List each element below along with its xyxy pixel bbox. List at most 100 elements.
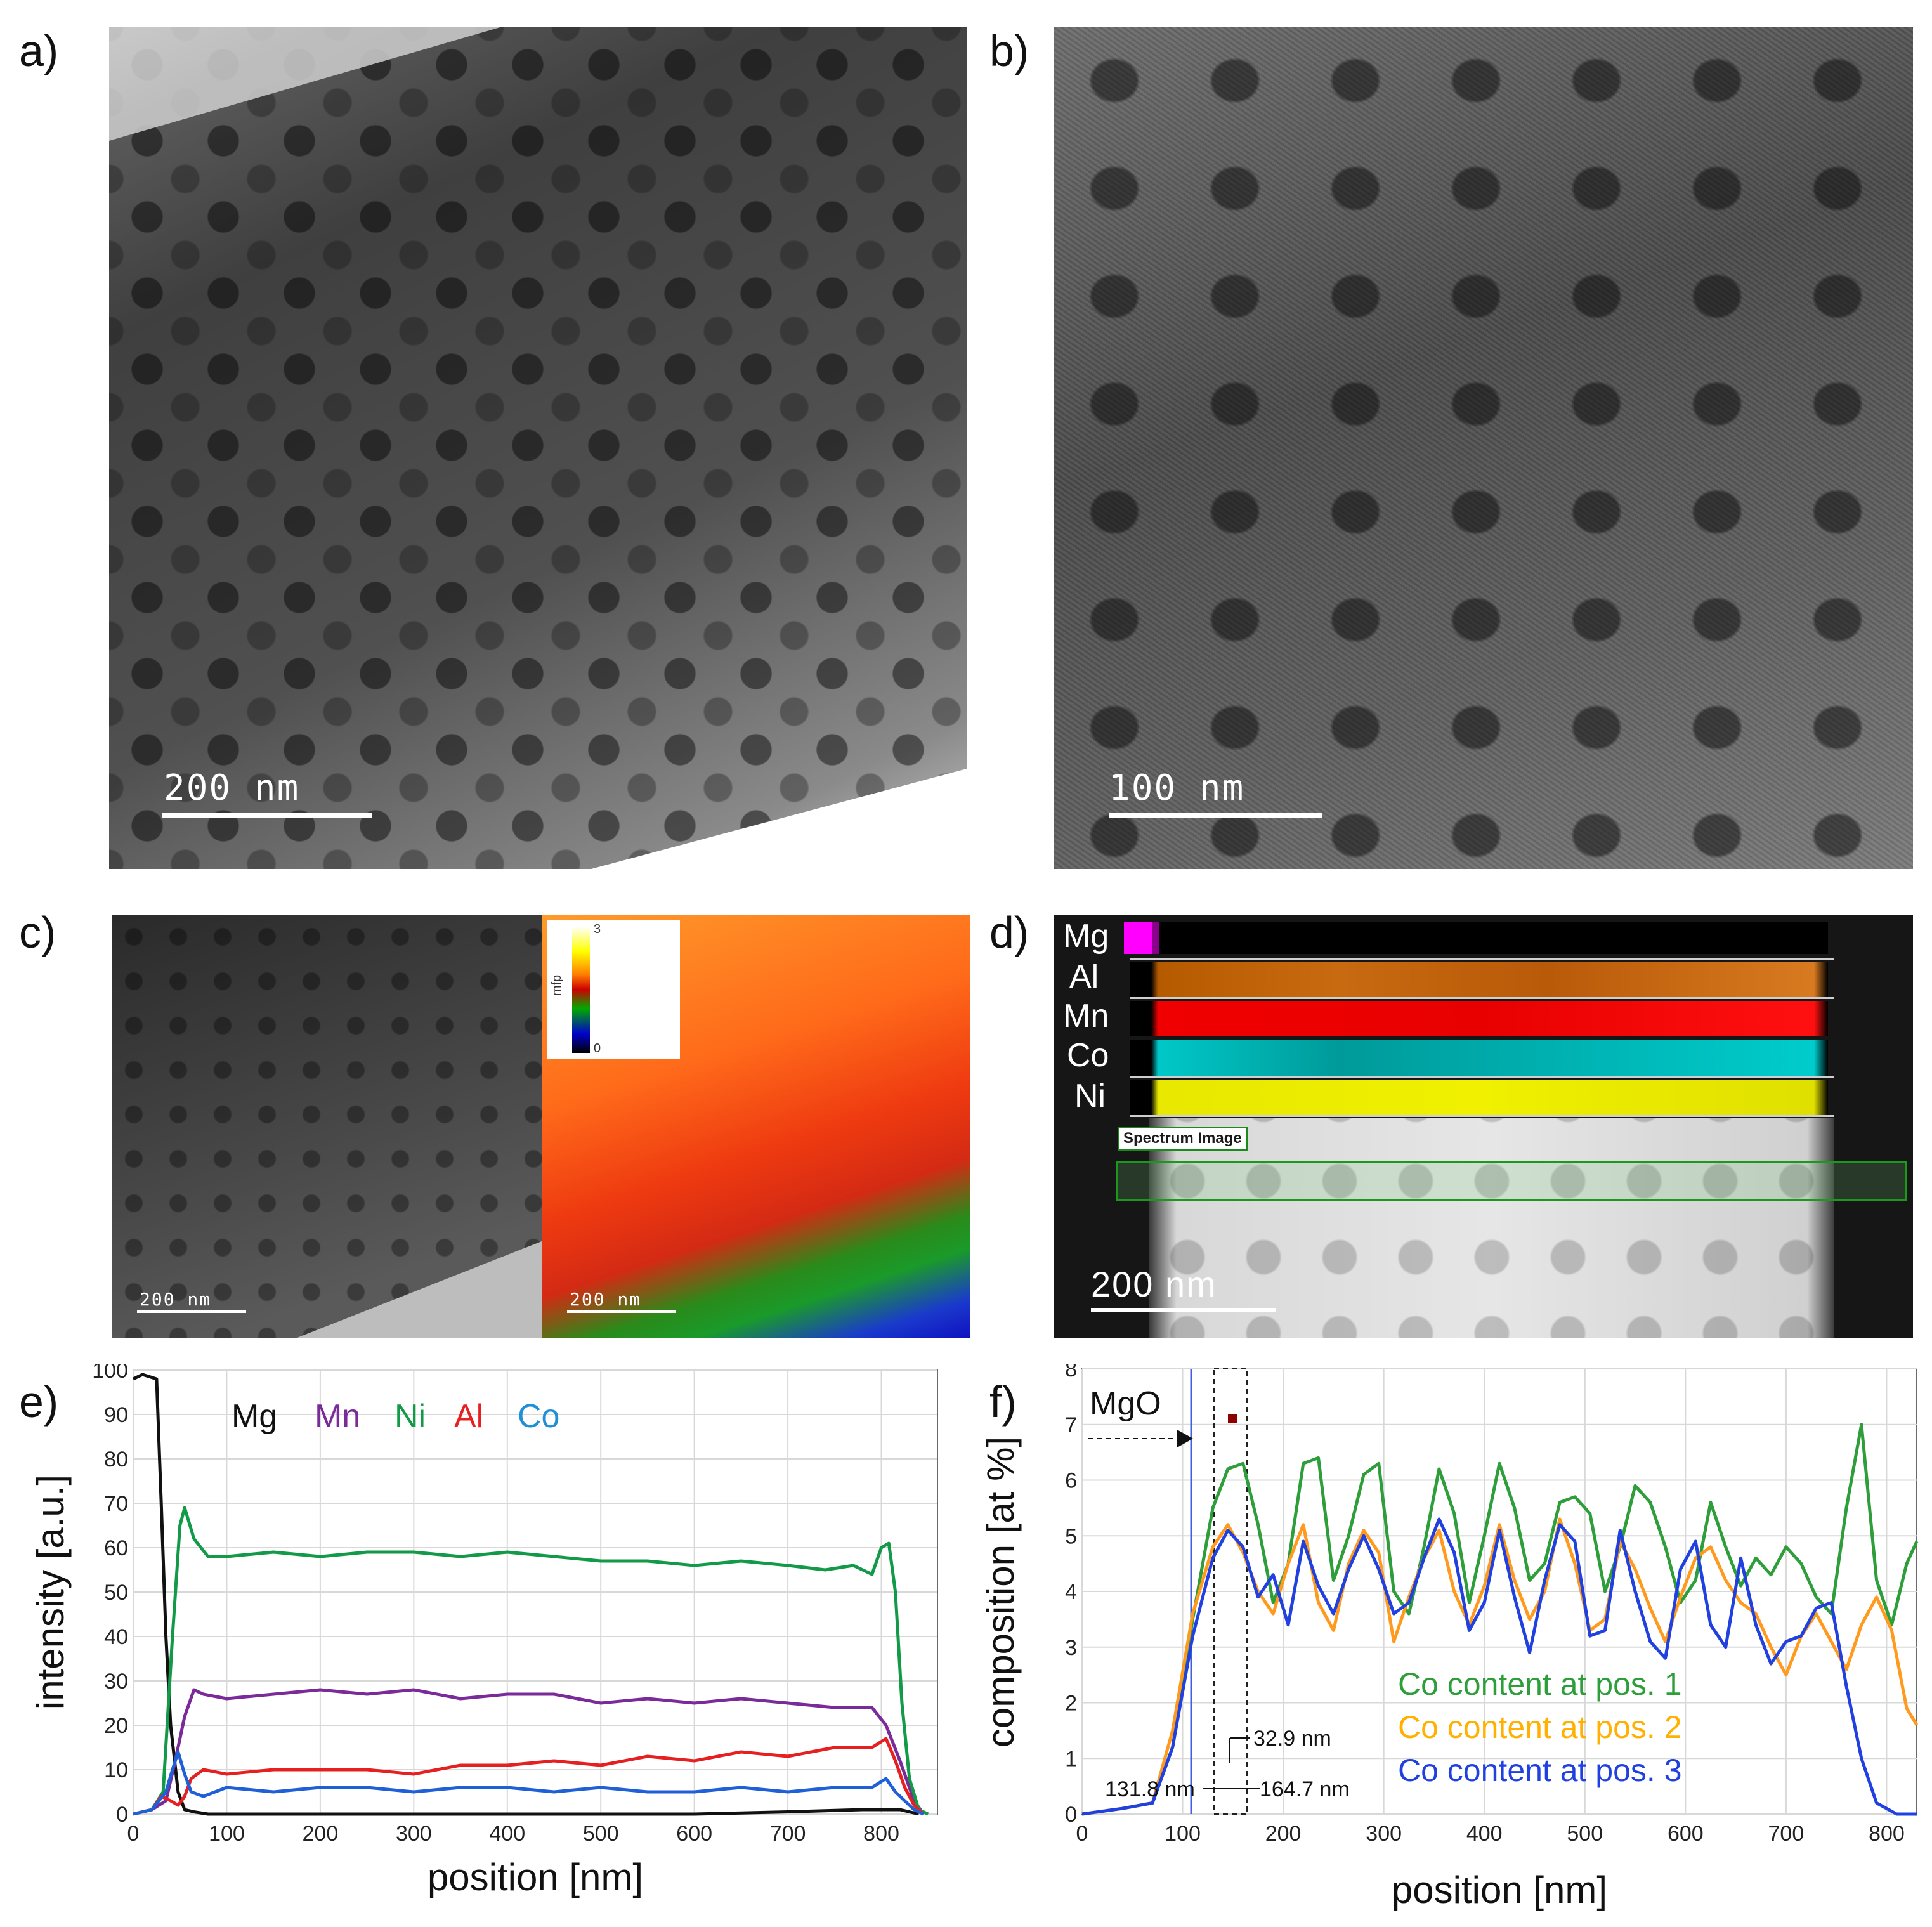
element-label-mg: Mg xyxy=(1063,918,1109,955)
x-tick-label: 800 xyxy=(1869,1822,1905,1846)
colorbar-min: 0 xyxy=(594,1042,601,1055)
dim-label-164-7: 164.7 nm xyxy=(1260,1777,1350,1801)
strip-separator xyxy=(1130,997,1834,999)
tem-image-c-left: 200 nm xyxy=(112,915,542,1338)
x-axis-label-f: position [nm] xyxy=(1392,1869,1607,1911)
legend-entry-mg: Mg xyxy=(232,1398,277,1435)
strip-separator xyxy=(1130,1076,1834,1078)
y-tick-label: 20 xyxy=(104,1714,128,1738)
x-tick-label: 600 xyxy=(1668,1822,1704,1846)
legend-entry-ni: Ni xyxy=(395,1398,426,1435)
y-tick-label: 4 xyxy=(1065,1580,1077,1604)
colorbar-max: 3 xyxy=(594,922,601,936)
strip-separator xyxy=(1130,958,1834,960)
y-tick-label: 1 xyxy=(1065,1747,1077,1771)
series-line-co-content-at-pos-2 xyxy=(1081,1517,1919,1816)
eds-map-d: Mg Al Mn Co Ni Spectrum Image 200 nm xyxy=(1054,915,1913,1338)
colorbar-title: mfp xyxy=(550,974,565,996)
y-tick-label: 5 xyxy=(1065,1524,1077,1548)
colorbar xyxy=(572,926,590,1053)
y-axis-label-e: intensity [a.u.] xyxy=(29,1475,72,1709)
legend-entry-pos3: Co content at pos. 3 xyxy=(1398,1753,1682,1788)
series-line-ni xyxy=(133,1506,929,1816)
y-tick-label: 7 xyxy=(1065,1413,1077,1437)
dim-label-131-8: 131.8 nm xyxy=(1105,1777,1195,1801)
mn-map-strip xyxy=(1130,1001,1828,1036)
scalebar-d xyxy=(1091,1308,1276,1312)
scalebar-label-c-right: 200 nm xyxy=(570,1289,642,1310)
series-line-al xyxy=(133,1737,925,1816)
y-tick-label: 80 xyxy=(104,1447,128,1472)
x-tick-label: 200 xyxy=(1265,1822,1302,1846)
x-tick-label: 400 xyxy=(1466,1822,1503,1846)
chart-f: 0 100 200 300 400 500 600 700 800 0 1 2 3 4 5 6 7 8 MgO 3… xyxy=(979,1364,1919,1911)
mgo-arrow-head xyxy=(1177,1430,1193,1447)
scalebar-b xyxy=(1109,813,1322,818)
scalebar-c-right xyxy=(567,1310,676,1313)
spectrum-image-box xyxy=(1116,1161,1907,1201)
hrtem-image-b: 100 nm xyxy=(1054,27,1913,869)
legend-entry-al: Al xyxy=(454,1398,483,1435)
y-axis-label-f: composition [at %] xyxy=(979,1437,1022,1747)
x-tick-label: 0 xyxy=(1076,1822,1088,1846)
panel-label-a: a) xyxy=(19,26,59,75)
y-tick-label: 0 xyxy=(116,1803,128,1827)
mg-map-strip xyxy=(1124,922,1828,954)
x-tick-label: 100 xyxy=(209,1822,245,1846)
panel-label-e: e) xyxy=(19,1377,59,1427)
element-label-al: Al xyxy=(1069,958,1099,995)
legend-entry-pos2: Co content at pos. 2 xyxy=(1398,1709,1682,1745)
x-tick-label: 800 xyxy=(863,1822,899,1846)
scalebar-label-c-left: 200 nm xyxy=(140,1289,212,1310)
x-tick-label: 0 xyxy=(127,1822,140,1846)
legend-entry-pos1: Co content at pos. 1 xyxy=(1398,1666,1682,1702)
y-tick-label: 6 xyxy=(1065,1469,1077,1493)
legend-entry-mn: Mn xyxy=(315,1398,360,1435)
panel-label-f: f) xyxy=(989,1377,1017,1427)
x-tick-label: 500 xyxy=(583,1822,619,1846)
y-tick-label: 50 xyxy=(104,1581,128,1605)
panel-label-d: d) xyxy=(989,908,1029,957)
legend-entry-co: Co xyxy=(518,1398,559,1435)
strip-separator xyxy=(1130,1115,1834,1117)
ni-map-strip xyxy=(1130,1080,1828,1115)
series-line-co-content-at-pos-3 xyxy=(1081,1517,1917,1816)
scalebar-a xyxy=(162,813,372,818)
al-map-strip xyxy=(1130,962,1828,997)
co-map-strip xyxy=(1130,1040,1828,1076)
y-tick-label: 60 xyxy=(104,1536,128,1560)
x-tick-label: 100 xyxy=(1165,1822,1201,1846)
y-tick-label: 90 xyxy=(104,1403,128,1427)
y-tick-label: 2 xyxy=(1065,1692,1077,1716)
chart-e: 0 100 200 300 400 500 600 700 800 0 10 20 30 40 50 60 70… xyxy=(29,1364,938,1898)
x-tick-label: 700 xyxy=(1768,1822,1805,1846)
thickness-map-c-right: mfp 3 0 200 nm xyxy=(542,915,970,1338)
dim-label-32-9: 32.9 nm xyxy=(1253,1727,1331,1751)
scalebar-label-a: 200 nm xyxy=(164,768,300,809)
y-tick-label: 3 xyxy=(1065,1636,1077,1660)
element-label-co: Co xyxy=(1067,1037,1109,1074)
series-line-co-content-at-pos-1 xyxy=(1081,1423,1919,1816)
x-tick-label: 700 xyxy=(770,1822,806,1846)
y-tick-label: 40 xyxy=(104,1625,128,1649)
x-tick-label: 300 xyxy=(396,1822,432,1846)
y-tick-label: 0 xyxy=(1065,1803,1077,1827)
element-label-mn: Mn xyxy=(1063,998,1109,1035)
element-label-ni: Ni xyxy=(1074,1078,1106,1114)
y-tick-label: 100 xyxy=(92,1364,128,1383)
stem-image-strip xyxy=(1149,1118,1834,1338)
legend-e: Mg Mn Ni Al Co xyxy=(232,1398,559,1435)
series-line-mg xyxy=(132,1373,920,1816)
y-tick-label: 10 xyxy=(104,1758,128,1782)
y-tick-label: 8 xyxy=(1065,1364,1077,1382)
colorbar-box xyxy=(547,920,680,1059)
x-axis-label-e: position [nm] xyxy=(428,1856,643,1898)
scalebar-label-d: 200 nm xyxy=(1091,1264,1217,1304)
scalebar-label-b: 100 nm xyxy=(1109,768,1245,809)
panel-label-c: c) xyxy=(19,908,56,957)
series-line-mn xyxy=(133,1688,925,1816)
panel-label-b: b) xyxy=(989,26,1029,75)
legend-f: Co content at pos. 1 Co content at pos. … xyxy=(1398,1666,1682,1788)
marker-square xyxy=(1228,1414,1237,1423)
x-tick-label: 200 xyxy=(303,1822,339,1846)
